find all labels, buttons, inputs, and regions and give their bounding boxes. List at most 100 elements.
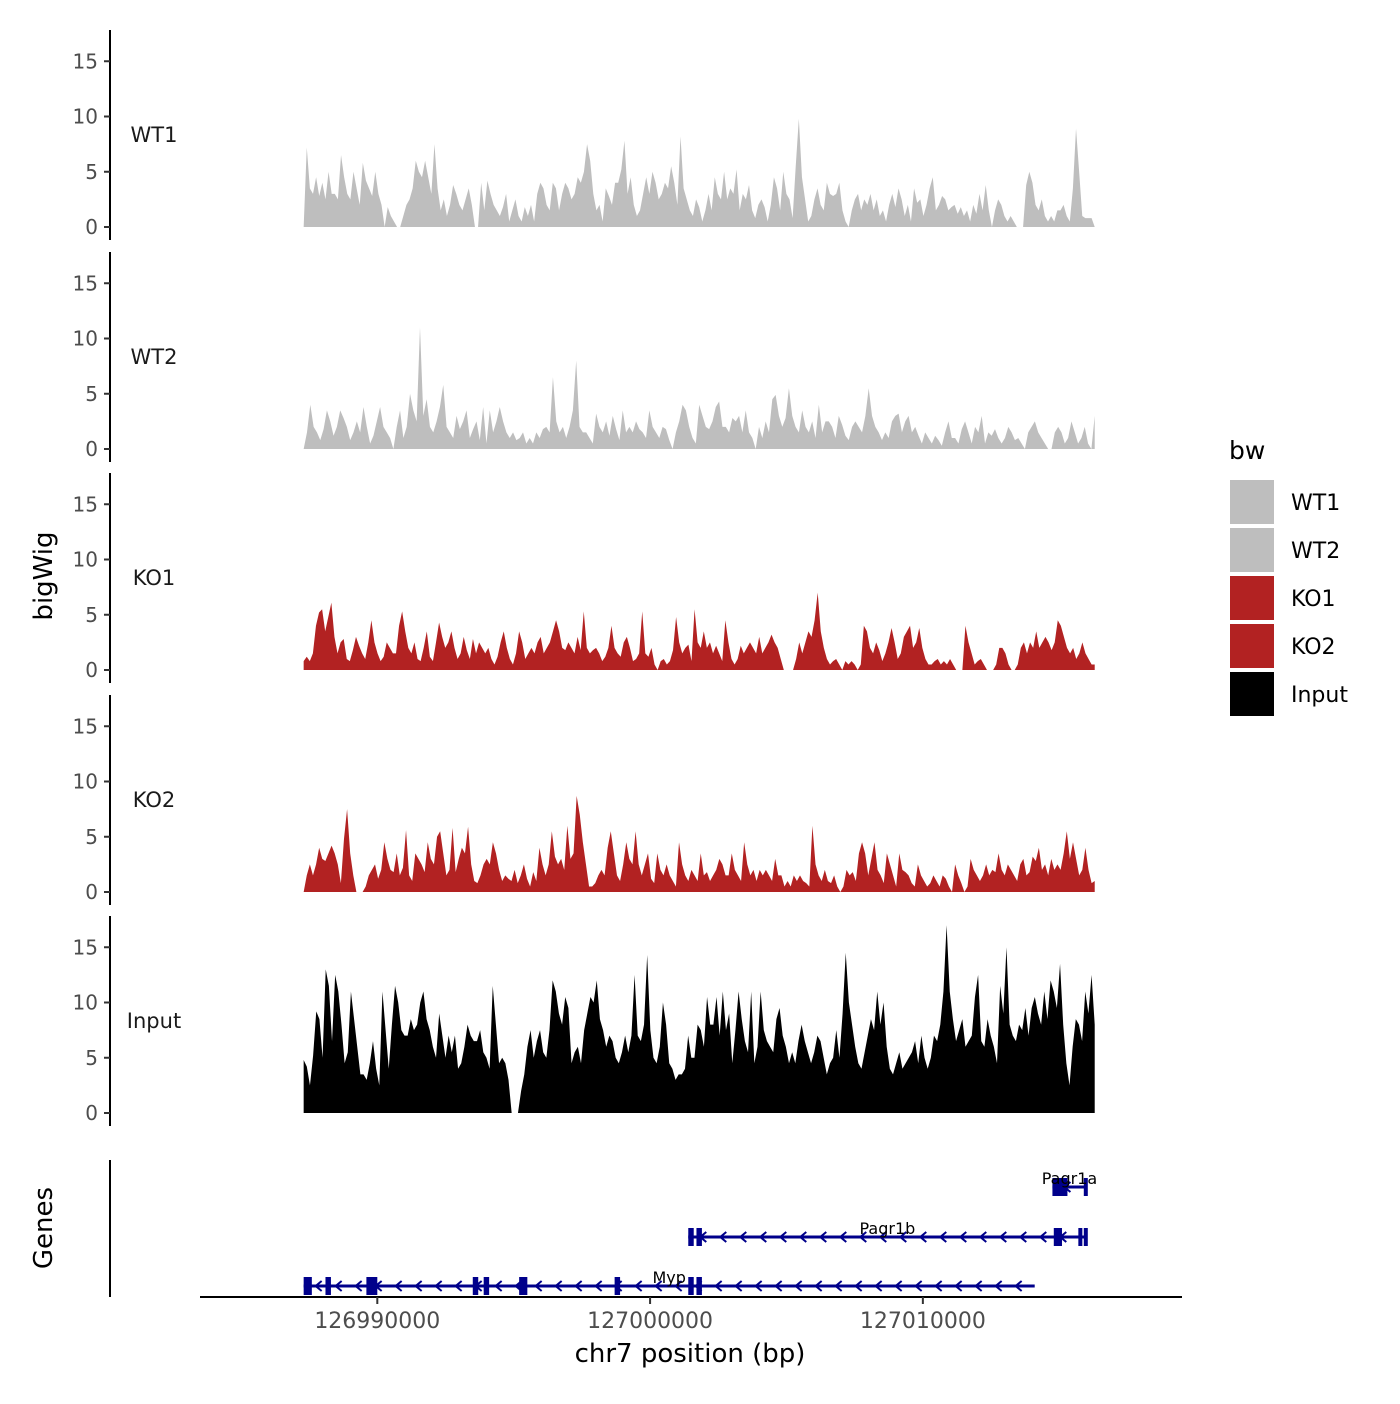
- exon-block: [1083, 1228, 1088, 1246]
- legend-label-ko1: KO1: [1291, 587, 1336, 612]
- strand-arrow: [554, 1280, 563, 1292]
- exon-block: [688, 1277, 694, 1295]
- exon-block: [1083, 1178, 1088, 1196]
- strand-arrow: [854, 1280, 863, 1292]
- x-axis-title: chr7 position (bp): [575, 1339, 806, 1369]
- exon-block: [696, 1277, 702, 1295]
- strand-arrow: [834, 1280, 843, 1292]
- coverage-area-wt1: [303, 118, 1095, 227]
- strand-arrow: [1018, 1231, 1027, 1243]
- track-ko1: 0 5 10 15 KO1: [73, 473, 1095, 683]
- legend-swatch-ko2: [1230, 624, 1274, 668]
- strand-arrow: [838, 1231, 847, 1243]
- track-label-wt1: WT1: [131, 123, 178, 147]
- y-tick-label: 10: [73, 770, 98, 794]
- y-tick-label: 15: [73, 271, 98, 295]
- strand-arrow: [894, 1280, 903, 1292]
- strand-arrow: [974, 1280, 983, 1292]
- strand-arrow: [594, 1280, 603, 1292]
- exon-block: [483, 1277, 490, 1295]
- strand-arrow: [574, 1280, 583, 1292]
- track-label-input: Input: [127, 1009, 181, 1033]
- y-tick-label: 5: [85, 160, 98, 184]
- strand-arrow: [494, 1280, 503, 1292]
- y-tick-label: 0: [85, 215, 98, 239]
- strand-arrow: [998, 1231, 1007, 1243]
- y-tick-label: 10: [73, 991, 98, 1015]
- gene-track: Pagr1a Pagr1b Myp: [109, 1160, 1097, 1297]
- strand-arrow: [414, 1280, 423, 1292]
- strand-arrow: [714, 1280, 723, 1292]
- strand-arrow: [938, 1231, 947, 1243]
- track-wt1: 0 5 10 15 WT1: [73, 30, 1095, 240]
- strand-arrow: [898, 1231, 907, 1243]
- strand-arrow: [334, 1280, 343, 1292]
- y-tick-label: 0: [85, 437, 98, 461]
- exon-block: [1053, 1228, 1062, 1246]
- strand-arrow: [534, 1280, 543, 1292]
- coverage-tracks: 0 5 10 15 WT1 0 5 10 15 WT2 0 5 10 15 KO1 0 5 10 15 KO2 0 5 10…: [73, 30, 1095, 1126]
- y-tick-label: 5: [85, 825, 98, 849]
- y-tick-label: 10: [73, 548, 98, 572]
- gene-myp: Myp: [303, 1268, 1035, 1295]
- legend-label-input: Input: [1291, 683, 1348, 708]
- strand-arrow: [934, 1280, 943, 1292]
- strand-arrow: [434, 1280, 443, 1292]
- strand-arrow: [454, 1280, 463, 1292]
- strand-arrow: [778, 1231, 787, 1243]
- coverage-area-input: [303, 925, 1095, 1113]
- strand-arrow: [394, 1280, 403, 1292]
- strand-arrow: [798, 1231, 807, 1243]
- strand-arrow: [734, 1280, 743, 1292]
- exon-block: [472, 1277, 479, 1295]
- strand-arrow: [1014, 1280, 1023, 1292]
- track-input: 0 5 10 15 Input: [73, 916, 1095, 1126]
- y-tick-label: 15: [73, 49, 98, 73]
- strand-arrow: [874, 1280, 883, 1292]
- strand-arrow: [858, 1231, 867, 1243]
- strand-arrow: [774, 1280, 783, 1292]
- gene-label: Pagr1a: [1042, 1169, 1097, 1188]
- y-tick-label: 10: [73, 327, 98, 351]
- exon-block: [614, 1277, 621, 1295]
- track-label-ko1: KO1: [133, 566, 176, 590]
- legend-swatch-ko1: [1230, 576, 1274, 620]
- strand-arrow: [978, 1231, 987, 1243]
- legend-label-wt2: WT2: [1291, 539, 1340, 564]
- track-wt2: 0 5 10 15 WT2: [73, 252, 1095, 462]
- exon-block: [303, 1277, 312, 1295]
- strand-arrow: [354, 1280, 363, 1292]
- legend: bw WT1 WT2 KO1 KO2 Input: [1229, 436, 1348, 716]
- x-tick-label: 127010000: [860, 1309, 986, 1334]
- coverage-area-wt2: [303, 327, 1095, 449]
- legend-swatch-wt1: [1230, 480, 1274, 524]
- y-axis-title: bigWig: [29, 531, 59, 620]
- y-tick-label: 0: [85, 1101, 98, 1125]
- strand-arrow: [794, 1280, 803, 1292]
- legend-swatch-input: [1230, 672, 1274, 716]
- track-label-wt2: WT2: [131, 345, 178, 369]
- coverage-area-ko1: [303, 592, 1095, 670]
- strand-arrow: [878, 1231, 887, 1243]
- y-tick-label: 5: [85, 603, 98, 627]
- strand-arrow: [718, 1231, 727, 1243]
- y-tick-label: 15: [73, 492, 98, 516]
- strand-arrow: [754, 1280, 763, 1292]
- gene-pagr1b: Pagr1b: [688, 1219, 1088, 1246]
- strand-arrow: [818, 1231, 827, 1243]
- y-tick-label: 0: [85, 880, 98, 904]
- gene-pagr1a: Pagr1a: [1042, 1169, 1097, 1196]
- exon-block: [325, 1277, 331, 1295]
- strand-arrow: [634, 1280, 643, 1292]
- strand-arrow: [1038, 1231, 1047, 1243]
- strand-arrow: [738, 1231, 747, 1243]
- track-ko2: 0 5 10 15 KO2: [73, 695, 1095, 905]
- y-tick-label: 0: [85, 658, 98, 682]
- legend-swatch-wt2: [1230, 528, 1274, 572]
- exon-block: [366, 1277, 378, 1295]
- y-tick-label: 10: [73, 105, 98, 129]
- strand-arrow: [758, 1231, 767, 1243]
- exon-block: [1078, 1228, 1083, 1246]
